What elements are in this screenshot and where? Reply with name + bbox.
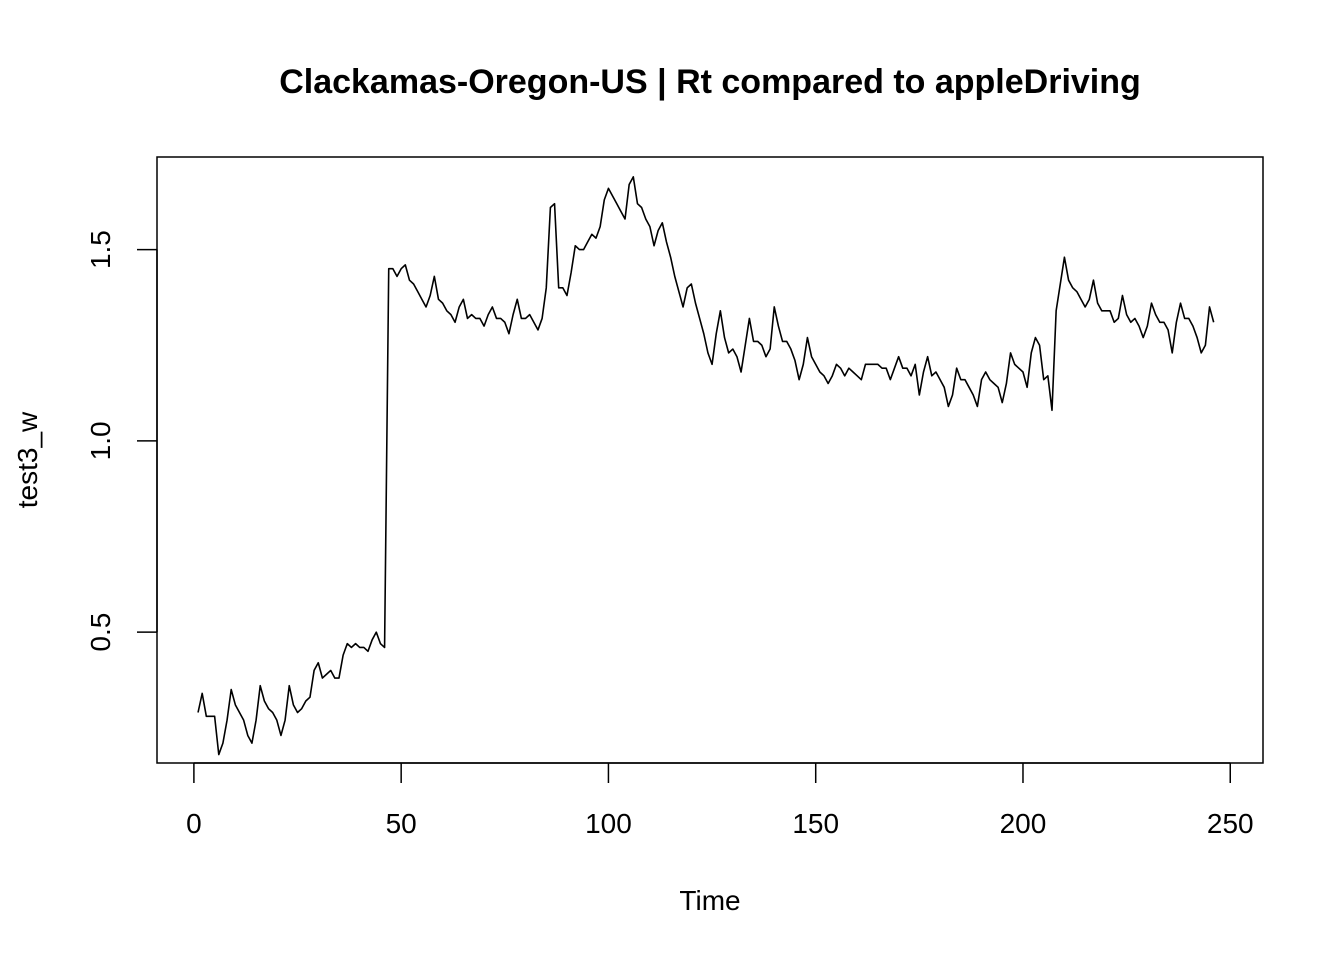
- x-tick-label: 250: [1207, 808, 1254, 839]
- chart-title: Clackamas-Oregon-US | Rt compared to app…: [279, 63, 1141, 101]
- x-axis-label: Time: [679, 885, 740, 916]
- y-tick-label: 1.0: [85, 421, 116, 460]
- x-tick-label: 50: [386, 808, 417, 839]
- series-line-0: [197, 176, 1215, 756]
- x-tick-label: 0: [186, 808, 202, 839]
- plot-frame: [156, 156, 1264, 764]
- series-layer: [197, 176, 1215, 756]
- y-tick-label: 1.5: [85, 230, 116, 269]
- x-tick-label: 200: [1000, 808, 1047, 839]
- x-tick-label: 150: [792, 808, 839, 839]
- y-axis: 0.5 1.0 1.5: [85, 230, 158, 652]
- x-tick-label: 100: [585, 808, 632, 839]
- y-tick-label: 0.5: [85, 613, 116, 652]
- x-axis: 0 50 100 150 200 250: [186, 762, 1254, 839]
- y-axis-label: test3_w: [12, 411, 43, 508]
